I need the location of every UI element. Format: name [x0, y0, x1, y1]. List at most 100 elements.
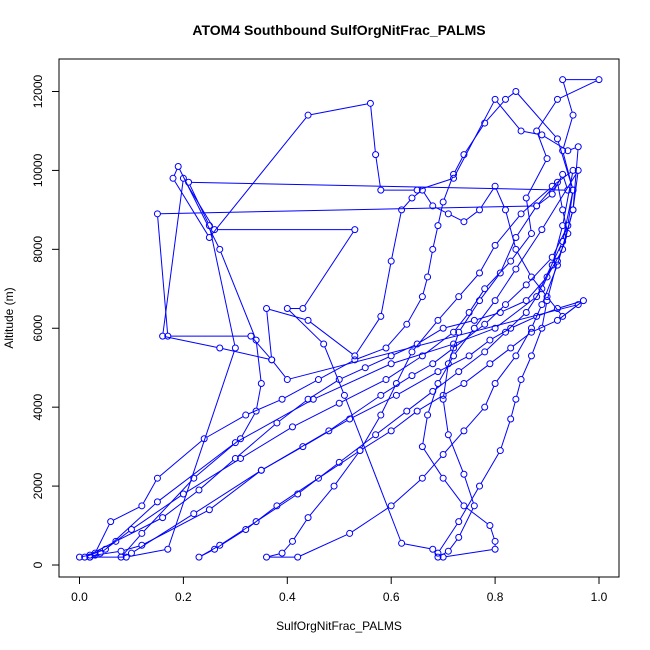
series-segment: [496, 101, 520, 129]
series-segment: [375, 157, 381, 188]
data-point: [512, 233, 520, 241]
data-point: [174, 162, 182, 170]
series-segment: [443, 176, 453, 200]
series-segment: [572, 149, 579, 207]
series-segment: [310, 380, 337, 399]
series-segment: [500, 421, 511, 448]
data-point: [501, 206, 509, 214]
data-point: [242, 411, 250, 419]
series-segment: [471, 341, 488, 355]
series-segment: [356, 318, 380, 354]
data-point: [548, 261, 556, 269]
data-point: [153, 474, 161, 482]
data-point: [304, 111, 312, 119]
y-axis-label: Altitude (m): [2, 287, 16, 348]
series-segment: [309, 488, 333, 516]
series-segment: [393, 479, 421, 505]
series-segment: [362, 432, 389, 450]
data-point: [501, 95, 509, 103]
data-point: [553, 135, 561, 143]
series-segment: [423, 456, 442, 477]
data-point: [387, 257, 395, 265]
data-point: [325, 427, 333, 435]
series-segment: [446, 549, 493, 558]
series-segment: [557, 141, 573, 188]
data-point: [564, 147, 572, 155]
data-point: [559, 222, 567, 230]
data-point: [434, 379, 442, 387]
data-point: [491, 95, 499, 103]
data-point: [408, 194, 416, 202]
data-point: [476, 206, 484, 214]
data-point: [553, 257, 561, 265]
series-segment: [404, 543, 430, 550]
series-segment: [443, 402, 449, 432]
data-point: [439, 198, 447, 206]
data-point: [522, 194, 530, 202]
series-segment: [560, 301, 581, 309]
series-segment: [419, 329, 441, 343]
data-point: [429, 245, 437, 253]
series-segment: [475, 302, 494, 327]
series-segment: [496, 215, 520, 244]
series-segment: [95, 524, 110, 551]
data-point: [205, 506, 213, 514]
data-point: [179, 490, 187, 498]
data-point: [486, 360, 494, 368]
series-segment: [200, 460, 234, 489]
series-segment: [557, 185, 563, 208]
series-segment: [107, 503, 156, 548]
data-point: [252, 407, 260, 415]
data-point: [164, 332, 172, 340]
data-point: [538, 285, 546, 293]
x-axis: 0.0 0.2 0.4 0.6 0.8 1.0: [71, 576, 608, 604]
data-point: [559, 76, 567, 84]
data-point: [382, 376, 390, 384]
series-segment: [496, 357, 515, 382]
data-point: [231, 344, 239, 352]
series-segment: [439, 298, 458, 319]
x-tick-label: 0.2: [175, 590, 192, 604]
series-segment: [564, 305, 577, 315]
series-segment: [403, 199, 411, 208]
series-segment: [173, 169, 178, 176]
series-segment: [97, 551, 119, 556]
series-segment: [252, 338, 271, 358]
data-point: [450, 344, 458, 352]
data-point: [117, 553, 125, 561]
data-point: [392, 391, 400, 399]
series-segment: [299, 463, 338, 493]
series-segment: [269, 553, 280, 557]
series-segment: [102, 530, 130, 552]
series-segment: [444, 432, 463, 453]
data-point: [491, 297, 499, 305]
y-tick-label: 2000: [31, 472, 45, 499]
data-point: [366, 99, 374, 107]
series-segment: [201, 546, 218, 557]
y-tick-label: 4000: [31, 393, 45, 420]
data-point: [548, 253, 556, 261]
series-segment: [419, 396, 441, 410]
series-segment: [422, 417, 428, 444]
data-point: [434, 316, 442, 324]
data-point: [450, 328, 458, 336]
series-segment: [455, 325, 483, 347]
data-point: [574, 143, 582, 151]
series-segment: [460, 274, 478, 295]
series-segment: [256, 386, 262, 409]
data-point: [564, 186, 572, 194]
data-point: [569, 206, 577, 214]
series-segment: [407, 299, 422, 322]
data-point: [278, 395, 286, 403]
data-point: [195, 486, 203, 494]
series-segment: [189, 184, 209, 224]
series-segment: [209, 228, 236, 346]
data-point: [294, 490, 302, 498]
data-point: [501, 328, 509, 336]
series-segment: [129, 549, 165, 558]
data-point: [283, 376, 291, 384]
data-point: [491, 379, 499, 387]
series-segment: [335, 452, 359, 484]
series-segment: [367, 356, 389, 367]
data-point: [413, 407, 421, 415]
